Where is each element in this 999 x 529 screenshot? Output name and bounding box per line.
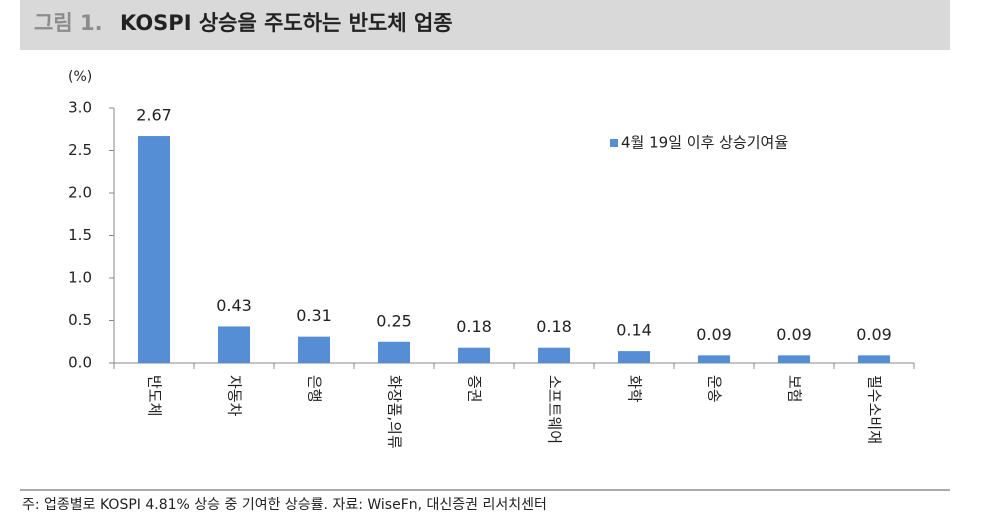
y-tick-label: 2.5 <box>68 141 92 159</box>
data-label: 0.09 <box>696 325 732 344</box>
bar <box>778 355 810 363</box>
y-tick-label: 2.0 <box>68 184 92 202</box>
data-label: 2.67 <box>136 106 172 125</box>
bar <box>538 347 570 363</box>
x-tick-label: 반도체 <box>146 375 164 416</box>
footnote: 주: 업종별로 KOSPI 4.81% 상승 중 기여한 상승률. 자료: Wi… <box>22 497 547 513</box>
x-tick-label: 증권 <box>466 375 484 403</box>
y-tick-label: 1.0 <box>68 269 92 287</box>
x-tick-label: 보험 <box>786 375 804 403</box>
x-tick-label: 필수소비재 <box>866 375 884 444</box>
data-label: 0.09 <box>776 325 812 344</box>
legend-label: 4월 19일 이후 상승기여율 <box>621 134 788 152</box>
x-tick-label: 은행 <box>306 375 324 403</box>
y-tick-label: 1.5 <box>68 226 92 244</box>
bar <box>298 336 330 363</box>
data-label: 0.14 <box>616 321 652 340</box>
y-tick-label: 3.0 <box>68 99 92 117</box>
bar <box>858 355 890 363</box>
bar <box>218 326 250 363</box>
x-tick-label: 자동차 <box>226 375 244 417</box>
y-tick-label: 0.0 <box>68 354 92 372</box>
bar <box>378 341 410 363</box>
figure-label: 그림 1. <box>34 11 103 35</box>
x-tick-label: 화학 <box>626 375 644 403</box>
bar <box>458 347 490 363</box>
header-bar <box>20 0 950 50</box>
x-tick-label: 운송 <box>706 375 724 403</box>
data-label: 0.09 <box>856 325 892 344</box>
bar <box>698 355 730 363</box>
bar <box>618 351 650 363</box>
data-label: 0.18 <box>536 317 572 336</box>
x-tick-label: 화장품,의류 <box>386 375 404 449</box>
data-label: 0.43 <box>216 296 252 315</box>
legend-swatch <box>610 139 618 147</box>
y-axis-label: (%) <box>68 69 92 85</box>
data-label: 0.18 <box>456 317 492 336</box>
data-label: 0.25 <box>376 311 412 330</box>
y-tick-label: 0.5 <box>68 311 92 329</box>
bar <box>138 136 170 363</box>
x-tick-label: 소프트웨어 <box>546 375 564 444</box>
data-label: 0.31 <box>296 306 332 325</box>
chart-title: KOSPI 상승을 주도하는 반도체 업종 <box>120 11 453 35</box>
